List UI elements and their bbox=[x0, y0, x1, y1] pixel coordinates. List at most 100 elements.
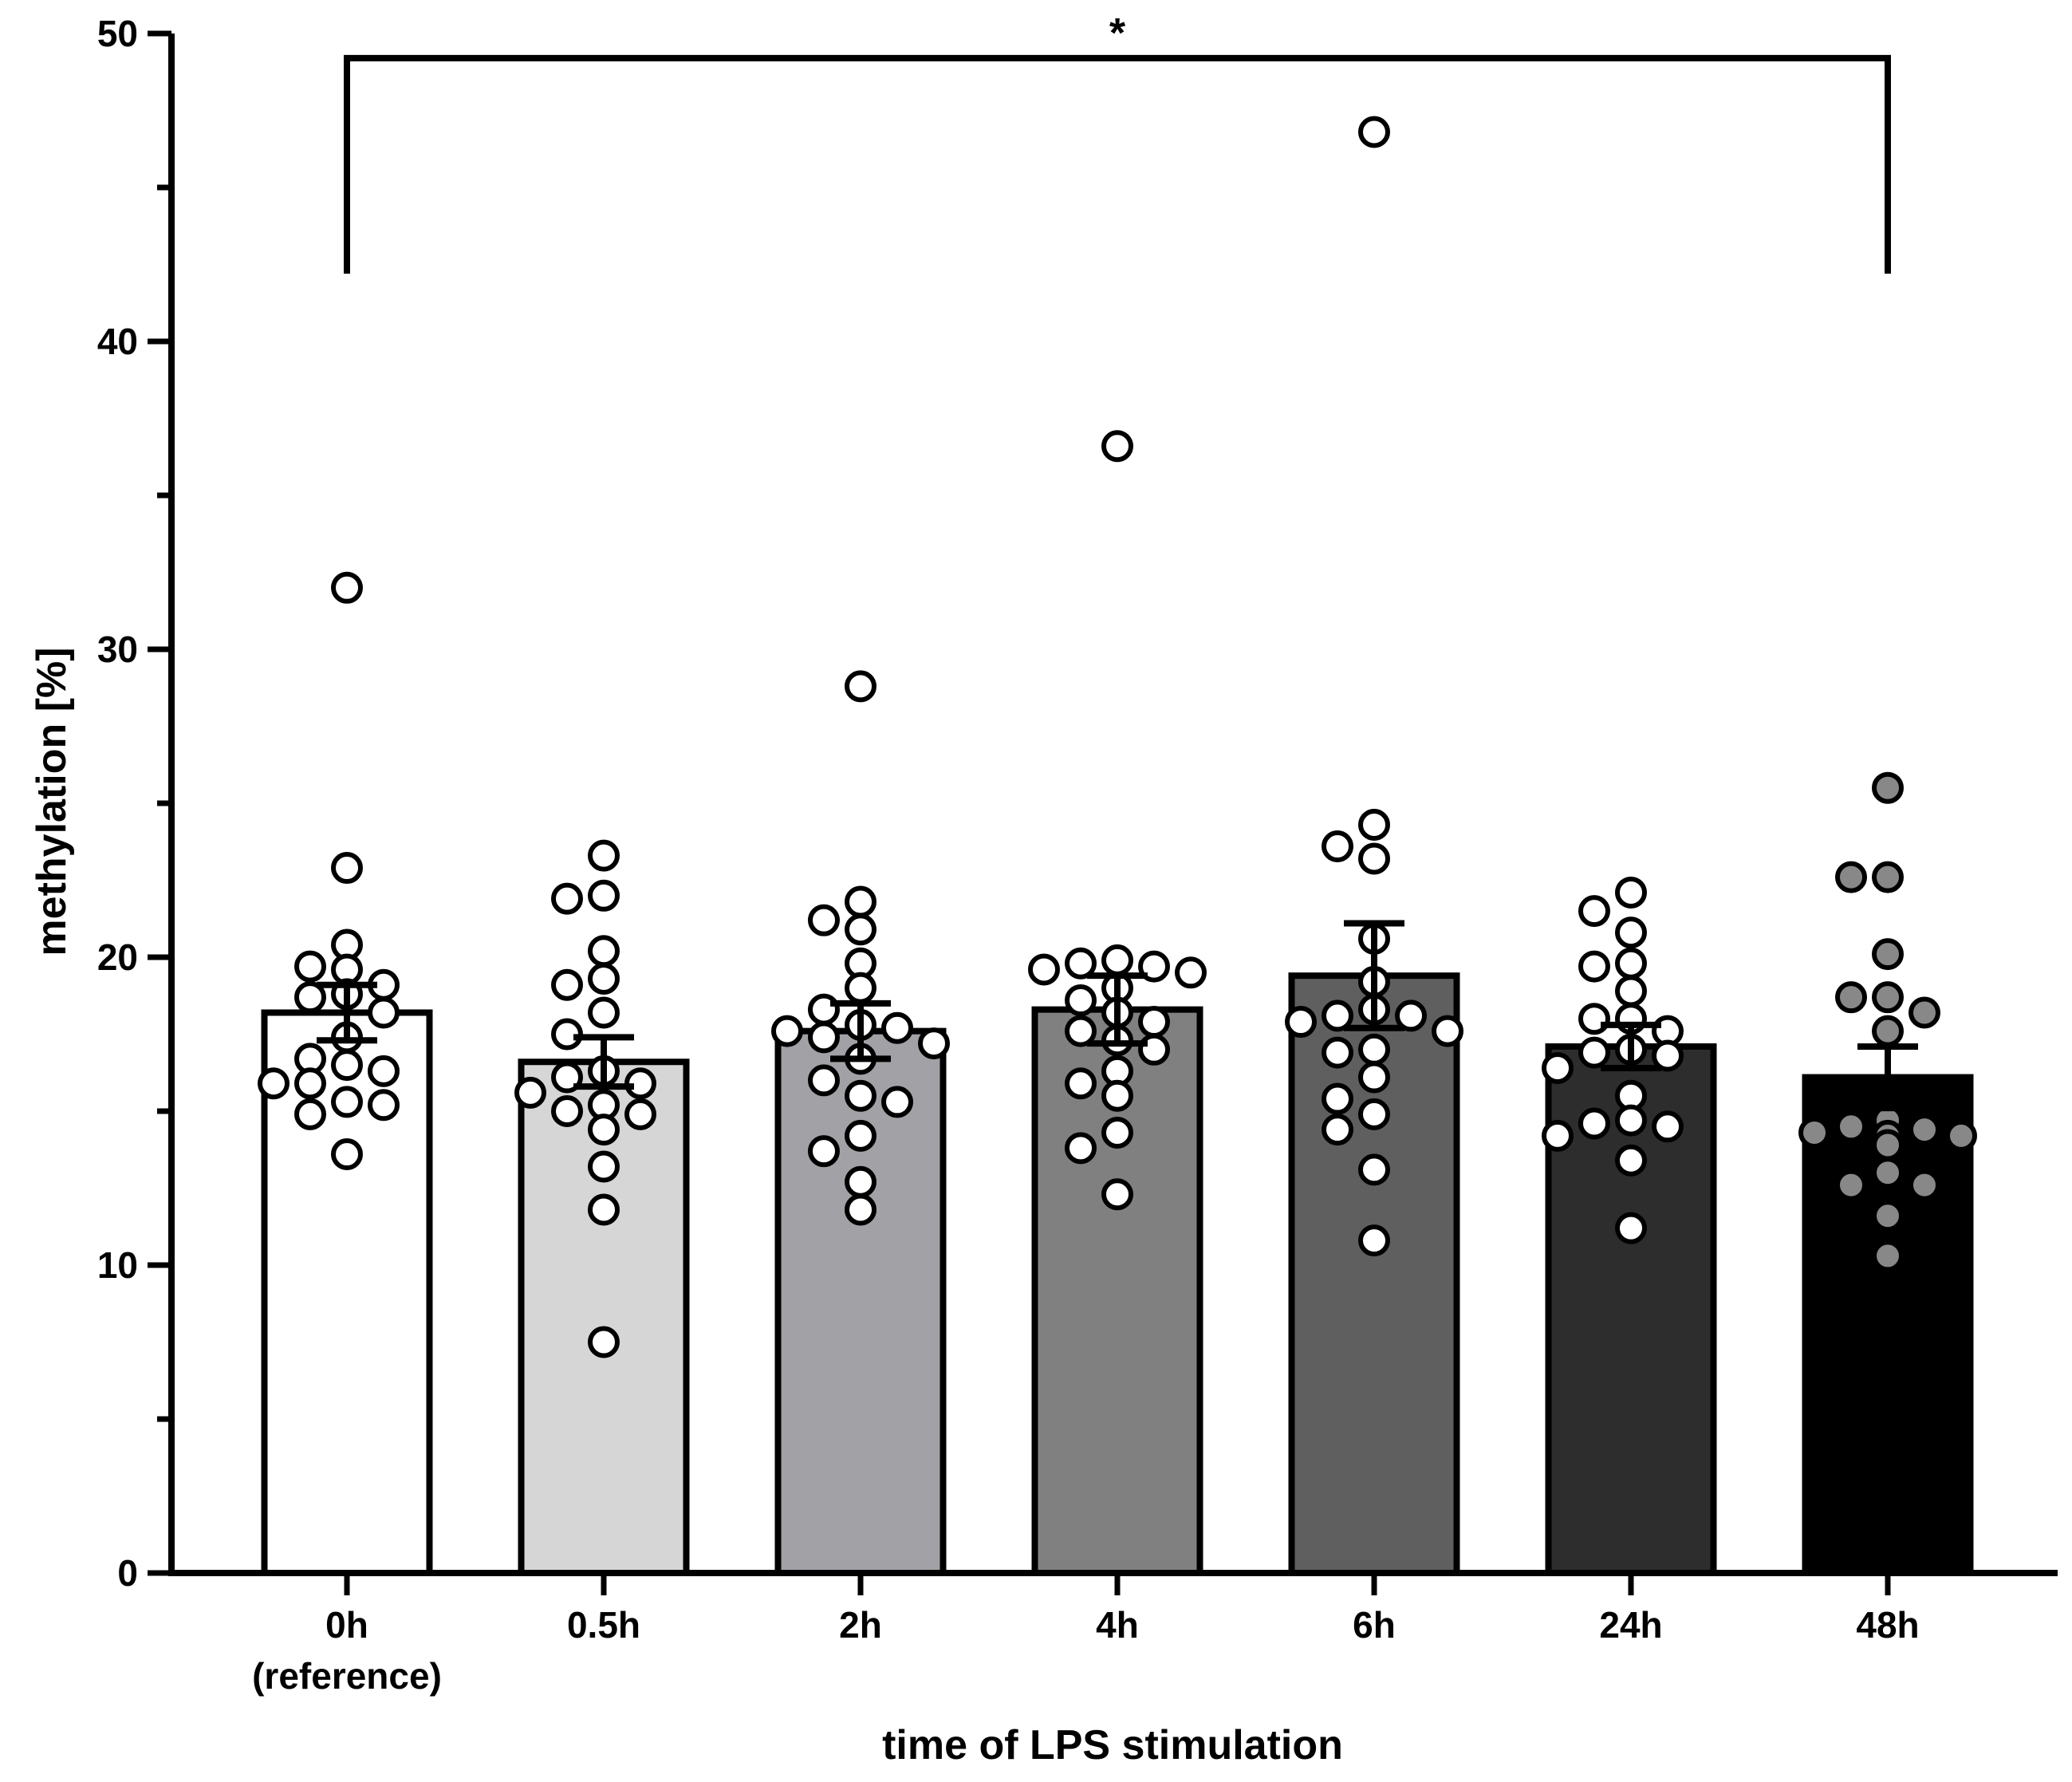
data-point bbox=[1358, 842, 1390, 875]
y-tick-label: 0 bbox=[117, 1552, 138, 1594]
data-point bbox=[1652, 1110, 1684, 1143]
data-point bbox=[881, 1086, 913, 1118]
data-point bbox=[331, 1086, 363, 1118]
bar bbox=[1288, 972, 1460, 1577]
data-point bbox=[1578, 895, 1610, 928]
data-point bbox=[918, 1027, 950, 1060]
data-point bbox=[1322, 830, 1353, 863]
data-point bbox=[1395, 999, 1427, 1032]
significance-bracket bbox=[344, 54, 1891, 274]
data-point bbox=[845, 1193, 876, 1226]
data-point bbox=[294, 950, 326, 983]
data-point bbox=[1101, 1178, 1133, 1211]
bar bbox=[774, 1027, 947, 1576]
y-tick-label: 20 bbox=[97, 936, 138, 978]
data-point bbox=[771, 1015, 803, 1047]
data-point bbox=[1578, 1036, 1610, 1069]
data-point bbox=[1322, 999, 1353, 1032]
data-point bbox=[1101, 1117, 1133, 1149]
data-point bbox=[1652, 1039, 1684, 1072]
x-axis-title: time of LPS stimulation bbox=[882, 1722, 1343, 1768]
data-point bbox=[588, 963, 620, 995]
data-point bbox=[808, 904, 840, 936]
data-point bbox=[588, 996, 620, 1029]
data-point bbox=[1138, 1006, 1170, 1039]
data-point bbox=[588, 879, 620, 912]
data-point bbox=[1578, 1107, 1610, 1140]
data-point bbox=[1542, 1119, 1574, 1152]
data-point bbox=[1872, 1129, 1904, 1161]
data-point bbox=[1872, 861, 1904, 893]
x-tick-label: 2h bbox=[839, 1604, 882, 1646]
data-point bbox=[1065, 1132, 1097, 1165]
data-point bbox=[1101, 430, 1133, 463]
data-point bbox=[845, 913, 876, 946]
y-axis-title: methylation [%] bbox=[29, 647, 75, 956]
data-point bbox=[1835, 981, 1867, 1014]
data-point bbox=[588, 1193, 620, 1226]
data-point bbox=[1615, 1144, 1647, 1177]
significance-label: * bbox=[1109, 10, 1126, 57]
x-tick-label: 24h bbox=[1599, 1604, 1662, 1646]
y-tick-label: 40 bbox=[97, 321, 138, 362]
data-point bbox=[808, 993, 840, 1026]
data-point bbox=[1615, 975, 1647, 1007]
data-point bbox=[588, 1114, 620, 1146]
data-point bbox=[551, 882, 583, 915]
data-point bbox=[845, 885, 876, 918]
y-tick-label: 10 bbox=[97, 1244, 138, 1286]
data-point bbox=[294, 1098, 326, 1130]
data-point bbox=[1065, 1067, 1097, 1100]
data-point bbox=[808, 1135, 840, 1168]
data-point bbox=[1835, 1169, 1867, 1201]
data-point bbox=[1358, 1153, 1390, 1186]
data-point bbox=[1028, 953, 1060, 986]
data-point bbox=[845, 1079, 876, 1112]
data-point bbox=[1945, 1119, 1977, 1152]
data-point bbox=[1909, 1114, 1940, 1146]
data-point bbox=[1065, 1015, 1097, 1047]
data-point bbox=[1578, 1003, 1610, 1035]
data-point bbox=[551, 968, 583, 1001]
data-point bbox=[1175, 956, 1207, 989]
x-tick-label: 48h bbox=[1856, 1604, 1919, 1646]
data-point bbox=[1872, 1240, 1904, 1272]
y-tick-label: 30 bbox=[97, 629, 138, 670]
data-point bbox=[258, 1067, 290, 1100]
data-point bbox=[1358, 1061, 1390, 1094]
data-point bbox=[1542, 1051, 1574, 1084]
x-tick-label: 0h bbox=[325, 1604, 368, 1646]
data-point bbox=[1798, 1117, 1830, 1149]
data-point bbox=[1101, 944, 1133, 976]
data-point bbox=[1138, 1033, 1170, 1066]
data-point bbox=[1358, 1033, 1390, 1066]
data-point bbox=[808, 1064, 840, 1097]
data-point bbox=[1322, 1036, 1353, 1069]
data-point bbox=[1358, 809, 1390, 842]
data-point bbox=[368, 1055, 400, 1087]
data-point bbox=[588, 839, 620, 872]
data-point bbox=[1909, 996, 1940, 1029]
x-tick-label: 6h bbox=[1353, 1604, 1396, 1646]
data-point bbox=[1909, 1169, 1940, 1201]
data-point bbox=[1835, 861, 1867, 893]
data-point bbox=[1835, 1110, 1867, 1143]
bar bbox=[518, 1059, 690, 1576]
data-point bbox=[1872, 981, 1904, 1014]
data-point bbox=[1101, 1079, 1133, 1112]
data-point bbox=[1615, 917, 1647, 949]
data-point bbox=[808, 1021, 840, 1054]
data-point bbox=[1615, 1104, 1647, 1137]
data-point bbox=[845, 1165, 876, 1198]
data-point bbox=[1578, 950, 1610, 983]
data-point bbox=[331, 1049, 363, 1082]
data-point bbox=[845, 670, 876, 703]
data-point bbox=[1615, 1212, 1647, 1244]
data-point bbox=[331, 852, 363, 885]
data-point bbox=[624, 1098, 656, 1130]
x-tick-label: 4h bbox=[1096, 1604, 1139, 1646]
data-point bbox=[1615, 947, 1647, 980]
data-point bbox=[514, 1076, 546, 1109]
